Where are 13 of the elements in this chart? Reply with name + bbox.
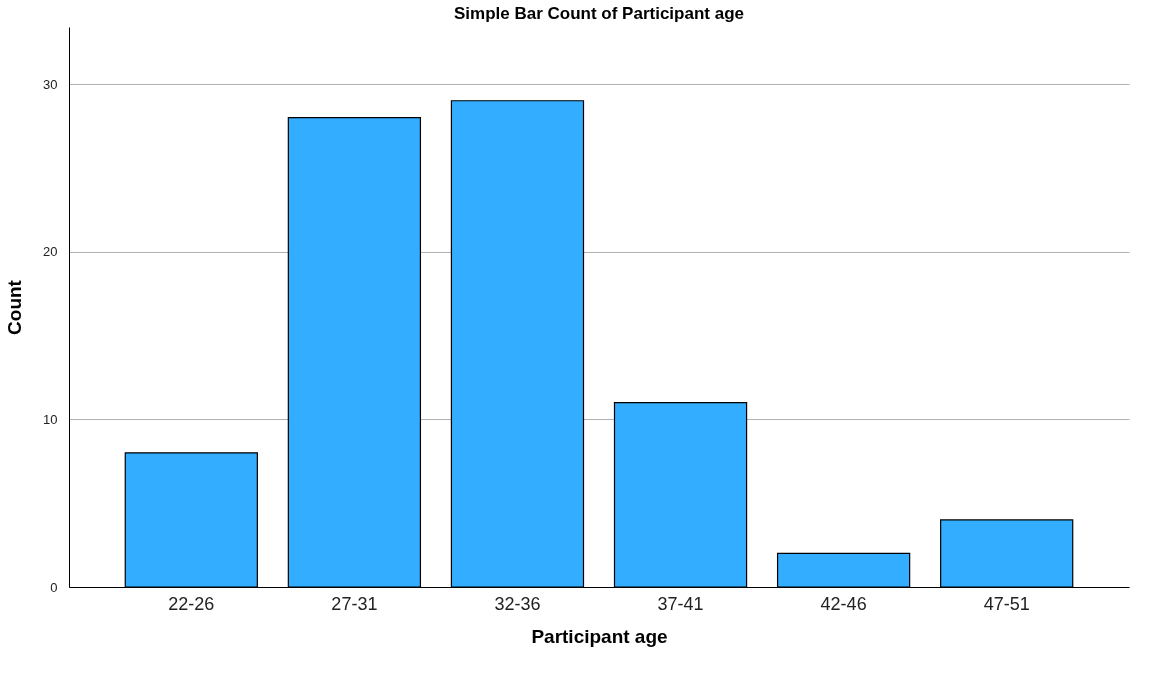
y-axis-title: Count	[4, 279, 26, 335]
y-tick-label: 0	[50, 579, 58, 595]
y-tick-label: 10	[43, 411, 58, 427]
x-tick-label: 37-41	[657, 593, 704, 614]
x-tick-label: 22-26	[168, 593, 215, 614]
x-tick-label: 32-36	[494, 593, 541, 614]
chart-title: Simple Bar Count of Participant age	[454, 4, 744, 23]
x-axis-title: Participant age	[531, 625, 668, 647]
y-tick-label: 20	[43, 244, 58, 260]
x-tick-label: 42-46	[820, 593, 867, 614]
y-tick-label: 30	[43, 76, 58, 92]
x-tick-label: 27-31	[331, 593, 378, 614]
x-tick-label: 47-51	[983, 593, 1030, 614]
